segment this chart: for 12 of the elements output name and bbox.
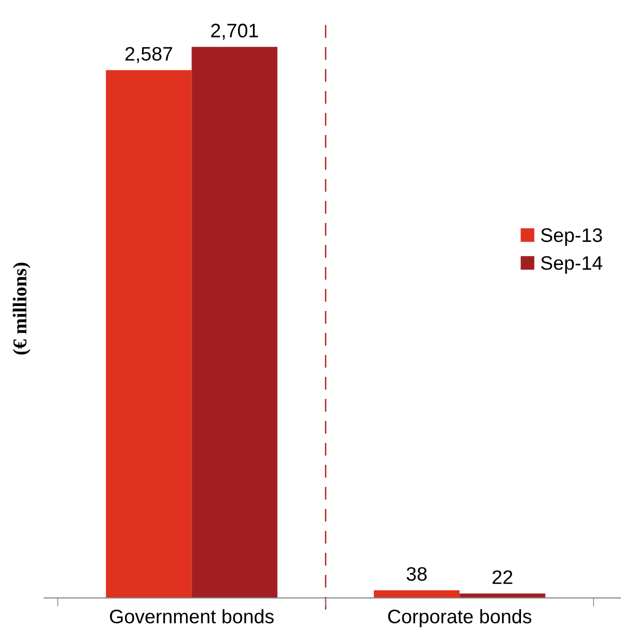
data-label: 38 <box>406 567 427 581</box>
bar <box>106 70 192 598</box>
x-tick-label: Government bonds <box>110 609 274 624</box>
x-tick-label: Corporate bonds <box>388 609 532 628</box>
bar <box>374 590 460 598</box>
bar <box>192 46 278 598</box>
data-label: 2,587 <box>125 46 172 64</box>
legend-label: Sep-14 <box>541 256 602 274</box>
data-label: 22 <box>492 570 512 584</box>
y-axis-title: (€ millions) <box>12 262 30 355</box>
data-label: 2,701 <box>211 24 258 40</box>
legend-label: Sep-13 <box>541 228 602 246</box>
